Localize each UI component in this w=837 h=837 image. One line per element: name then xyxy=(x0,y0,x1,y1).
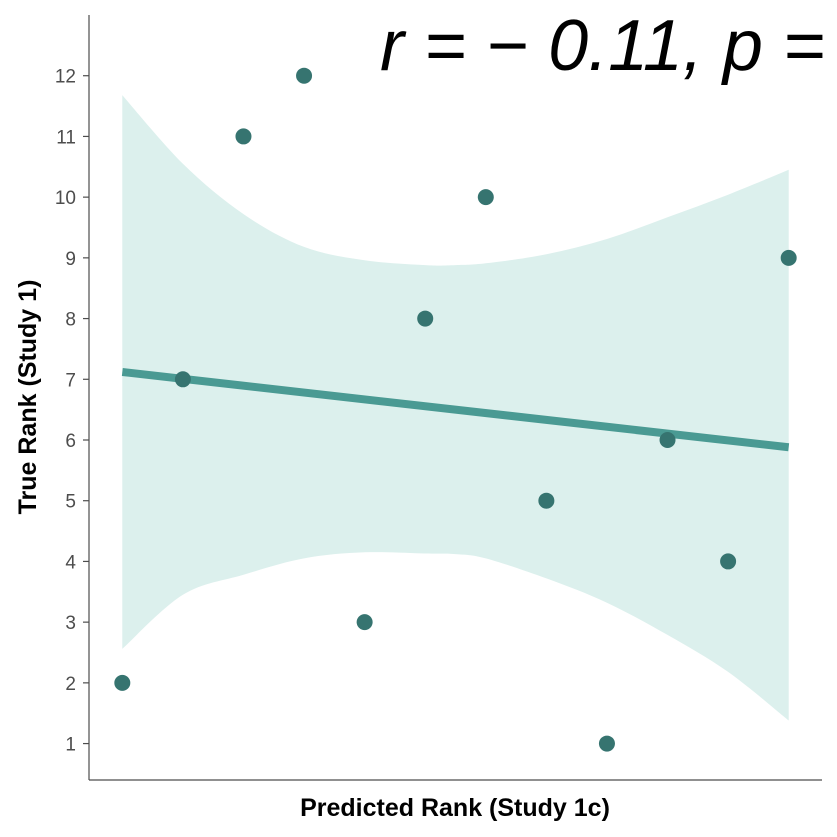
fit-line-layer xyxy=(121,368,790,452)
y-tick-label: 2 xyxy=(65,674,76,695)
data-point xyxy=(174,371,191,388)
data-point xyxy=(720,553,737,570)
data-points-layer xyxy=(114,67,797,752)
data-point xyxy=(296,67,313,84)
y-tick-label: 1 xyxy=(65,735,76,756)
data-point xyxy=(235,128,252,145)
y-tick-label: 4 xyxy=(65,552,76,573)
x-axis-title: Predicted Rank (Study 1c) xyxy=(300,794,610,822)
y-tick-label: 10 xyxy=(55,188,76,209)
data-point xyxy=(538,492,555,509)
y-tick-label: 9 xyxy=(65,249,76,270)
data-point xyxy=(356,614,373,631)
correlation-annotation: r = − 0.11, p = xyxy=(380,6,825,86)
axes-layer xyxy=(88,15,822,781)
data-point xyxy=(598,735,615,752)
y-tick-label: 3 xyxy=(65,613,76,634)
data-point xyxy=(659,432,676,448)
data-point xyxy=(417,310,434,327)
data-point xyxy=(477,189,494,206)
y-tick-label: 11 xyxy=(56,127,76,148)
data-point xyxy=(780,249,797,266)
y-axis-title: True Rank (Study 1) xyxy=(14,280,42,515)
y-tick-label: 5 xyxy=(65,492,76,513)
y-tick-label: 12 xyxy=(55,67,76,88)
y-tick-label: 6 xyxy=(65,431,76,452)
data-point xyxy=(114,674,131,691)
y-tick-label: 7 xyxy=(65,370,76,391)
regression-line xyxy=(121,368,790,452)
y-tick-label: 8 xyxy=(65,310,76,331)
